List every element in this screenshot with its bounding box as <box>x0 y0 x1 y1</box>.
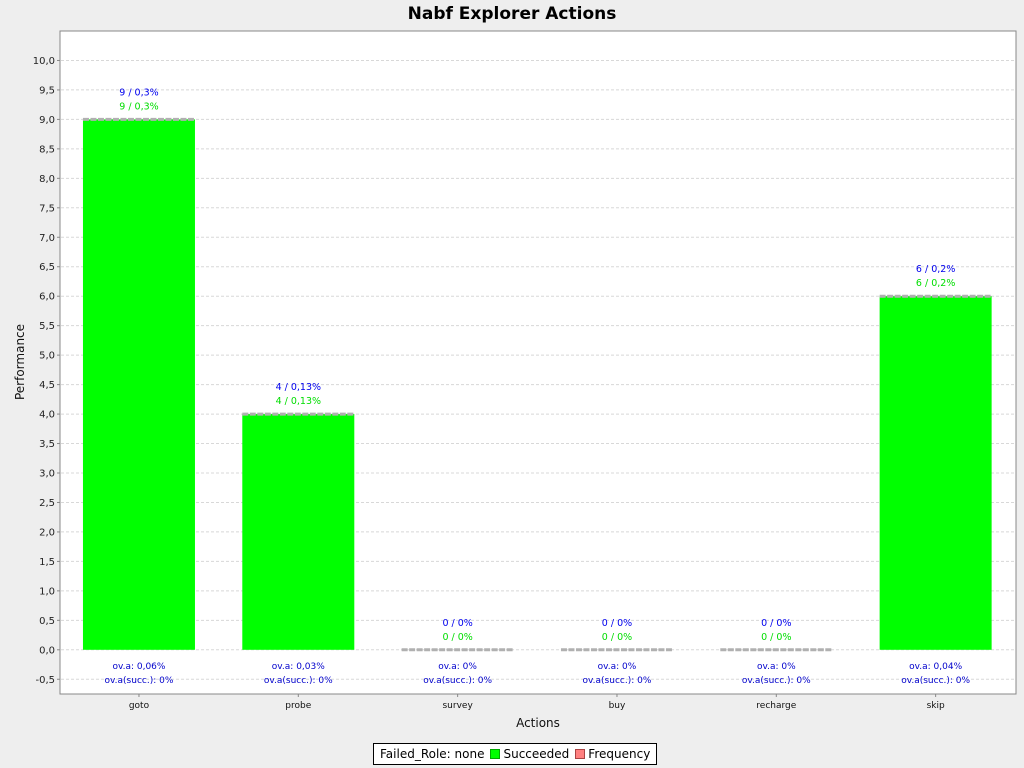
plot-area <box>59 30 1017 695</box>
y-tick-label: 7,5 <box>39 203 55 214</box>
y-tick-label: 3,0 <box>39 469 55 480</box>
y-tick-label: 6,5 <box>39 262 55 273</box>
y-tick-label: 5,0 <box>39 351 55 362</box>
y-tick-label: 9,5 <box>39 85 55 96</box>
y-tick-label: 5,5 <box>39 321 55 332</box>
ova-label: ov.a: 0,04% <box>909 662 962 672</box>
ova-label: ov.a: 0,06% <box>112 662 165 672</box>
x-tick-label-recharge: recharge <box>756 701 796 711</box>
y-tick-label: 8,5 <box>39 144 55 155</box>
value-label-total: 0 / 0% <box>761 618 791 629</box>
y-tick-label: -0,5 <box>35 675 55 686</box>
y-tick-label: 3,5 <box>39 439 55 450</box>
legend: Failed_Role: none Succeeded Frequency <box>373 743 658 765</box>
x-axis-ticks: goto probe survey buy recharge skip <box>129 694 945 711</box>
x-axis-label: Actions <box>516 716 560 730</box>
ova-label: ov.a: 0% <box>757 662 796 672</box>
ova-succ-label: ov.a(succ.): 0% <box>583 676 652 686</box>
ova-label: ov.a: 0% <box>438 662 477 672</box>
ova-succ-label: ov.a(succ.): 0% <box>742 676 811 686</box>
ova-succ-label: ov.a(succ.): 0% <box>423 676 492 686</box>
y-tick-label: 9,0 <box>39 115 55 126</box>
y-tick-label: 2,5 <box>39 498 55 509</box>
value-label-total: 4 / 0,13% <box>276 382 321 393</box>
y-tick-label: 8,0 <box>39 174 55 185</box>
y-tick-label: 2,0 <box>39 527 55 538</box>
legend-item-succeeded: Succeeded <box>490 747 569 761</box>
x-tick-label-buy: buy <box>609 701 626 711</box>
value-label-succeeded: 4 / 0,13% <box>276 396 321 407</box>
value-label-succeeded: 0 / 0% <box>442 632 472 643</box>
y-axis-label: Performance <box>13 324 27 400</box>
y-tick-label: 7,0 <box>39 233 55 244</box>
value-label-succeeded: 0 / 0% <box>602 632 632 643</box>
value-label-total: 9 / 0,3% <box>119 87 158 98</box>
y-tick-label: 1,5 <box>39 557 55 568</box>
data-labels: 9 / 0,3% 9 / 0,3% ov.a: 0,06% ov.a(succ.): … <box>105 87 971 685</box>
y-tick-label: 6,0 <box>39 292 55 303</box>
chart-title: Nabf Explorer Actions <box>408 4 617 24</box>
value-label-succeeded: 6 / 0,2% <box>916 278 955 289</box>
ova-succ-label: ov.a(succ.): 0% <box>105 676 174 686</box>
legend-label-succeeded: Succeeded <box>503 747 570 761</box>
y-tick-label: 4,5 <box>39 380 55 391</box>
value-label-total: 6 / 0,2% <box>916 264 955 275</box>
bar-probe <box>242 414 355 650</box>
x-tick-label-probe: probe <box>285 701 311 711</box>
ova-succ-label: ov.a(succ.): 0% <box>264 676 333 686</box>
legend-label-frequency: Frequency <box>588 747 651 761</box>
y-tick-label: 10,0 <box>33 56 55 67</box>
value-label-total: 0 / 0% <box>442 618 472 629</box>
legend-label-failed-role: Failed_Role: none <box>380 747 485 761</box>
bar-skip <box>879 296 992 650</box>
y-tick-label: 0,5 <box>39 616 55 627</box>
legend-item-failed-role: Failed_Role: none <box>380 747 484 761</box>
x-tick-label-goto: goto <box>129 701 150 711</box>
bars <box>82 117 992 652</box>
ova-succ-label: ov.a(succ.): 0% <box>901 676 970 686</box>
grid <box>61 59 1015 680</box>
bar-goto <box>82 119 195 650</box>
legend-item-frequency: Frequency <box>575 747 650 761</box>
y-axis-ticks: -0,5 0,0 0,5 1,0 1,5 2,0 2,5 3,0 3,5 4,0 4,5 5,0 5,5… <box>33 56 60 686</box>
x-tick-label-survey: survey <box>442 701 473 711</box>
ova-label: ov.a: 0% <box>598 662 637 672</box>
x-tick-label-skip: skip <box>927 701 945 711</box>
y-tick-label: 1,0 <box>39 586 55 597</box>
value-label-succeeded: 0 / 0% <box>761 632 791 643</box>
legend-swatch-frequency <box>575 749 586 759</box>
legend-swatch-succeeded <box>490 749 501 759</box>
value-label-total: 0 / 0% <box>602 618 632 629</box>
y-tick-label: 4,0 <box>39 410 55 421</box>
y-tick-label: 0,0 <box>39 645 55 656</box>
ova-label: ov.a: 0,03% <box>272 662 325 672</box>
value-label-succeeded: 9 / 0,3% <box>119 101 158 112</box>
